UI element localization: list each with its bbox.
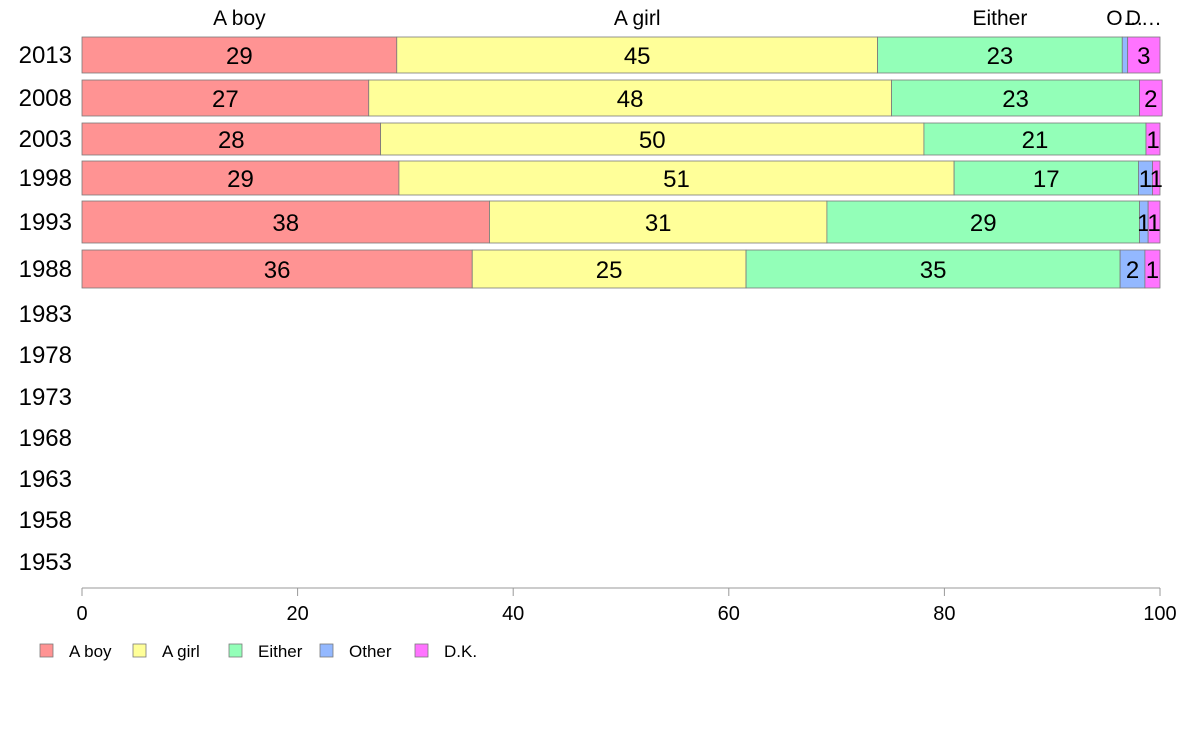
data-label: 29 xyxy=(226,43,253,70)
bar-segment xyxy=(923,122,1147,156)
column-headers: A boy A girl Either O…D… xyxy=(213,7,1162,30)
legend-swatch xyxy=(132,643,147,658)
year-label: 1983 xyxy=(19,301,72,328)
data-label: 1 xyxy=(1147,210,1160,237)
bar-segment xyxy=(380,122,925,156)
data-label: 51 xyxy=(663,166,690,193)
bar-segment xyxy=(891,79,1140,117)
year-label: 1978 xyxy=(19,342,72,369)
bar-segment xyxy=(826,200,1140,244)
year-label: 1953 xyxy=(19,549,72,576)
data-label: 35 xyxy=(920,257,947,284)
bar-segment xyxy=(1147,200,1161,244)
bar-segment xyxy=(81,160,400,196)
year-labels: 2013 2008 2003 1998 1993 1988 1983 1978 1973 1968… xyxy=(19,42,72,576)
x-tick-label: 20 xyxy=(286,603,308,625)
bar-segment xyxy=(471,249,747,289)
column-header: A girl xyxy=(614,7,661,30)
bar-segment xyxy=(396,36,878,74)
year-label: 1998 xyxy=(19,165,72,192)
year-label: 1973 xyxy=(19,384,72,411)
bar-segment xyxy=(1119,249,1146,289)
bar-segment xyxy=(81,79,370,117)
bar-segment xyxy=(953,160,1139,196)
year-label: 1968 xyxy=(19,425,72,452)
data-label: 1 xyxy=(1146,127,1159,154)
legend-swatch xyxy=(414,643,429,658)
data-label: 36 xyxy=(264,257,291,284)
legend-swatch xyxy=(228,643,243,658)
x-tick-label: 0 xyxy=(76,603,87,625)
x-tick-label: 80 xyxy=(933,603,955,625)
legend-swatch xyxy=(319,643,334,658)
year-label: 1958 xyxy=(19,507,72,534)
x-axis: 0 20 40 60 80 100 xyxy=(76,587,1177,625)
data-label: 27 xyxy=(212,86,239,113)
x-tick-label: 60 xyxy=(718,603,740,625)
bar-segment xyxy=(1127,36,1161,74)
data-label: 28 xyxy=(218,127,245,154)
legend-swatch xyxy=(39,643,54,658)
data-label: 45 xyxy=(624,43,651,70)
legend-label: A girl xyxy=(162,642,200,661)
column-header: Either xyxy=(972,7,1027,30)
data-label: 50 xyxy=(639,127,666,154)
data-label: 25 xyxy=(596,257,623,284)
year-label: 2008 xyxy=(19,85,72,112)
data-label: 1 xyxy=(1150,166,1163,193)
x-tick-label: 40 xyxy=(502,603,524,625)
year-label: 1993 xyxy=(19,209,72,236)
bar-segment xyxy=(398,160,955,196)
data-label: 1 xyxy=(1137,210,1150,237)
data-label: 29 xyxy=(970,210,997,237)
data-label: 48 xyxy=(617,86,644,113)
data-label: 17 xyxy=(1033,166,1060,193)
legend: A boy A girl Either Other D.K. xyxy=(39,642,477,661)
bar-segment xyxy=(1145,122,1161,156)
data-label: 23 xyxy=(1002,86,1029,113)
x-tick-label: 100 xyxy=(1143,603,1176,625)
data-label: 31 xyxy=(645,210,672,237)
bar-segment xyxy=(1152,160,1161,196)
legend-label: D.K. xyxy=(444,642,477,661)
bar-segment xyxy=(489,200,828,244)
column-header: A boy xyxy=(213,7,266,30)
data-label: 38 xyxy=(272,210,299,237)
bar-segment xyxy=(1144,249,1161,289)
year-label: 1963 xyxy=(19,466,72,493)
bar-segment xyxy=(81,200,490,244)
year-label: 2003 xyxy=(19,126,72,153)
data-label: 3 xyxy=(1137,43,1150,70)
year-label: 1988 xyxy=(19,256,72,283)
year-label: 2013 xyxy=(19,42,72,69)
data-label: 2 xyxy=(1126,257,1139,284)
data-label: 21 xyxy=(1022,127,1049,154)
legend-label: A boy xyxy=(69,642,112,661)
bar-segment xyxy=(1139,79,1163,117)
data-label: 2 xyxy=(1144,86,1157,113)
bar-segment xyxy=(81,122,382,156)
data-label: 29 xyxy=(227,166,254,193)
data-label: 1 xyxy=(1139,166,1152,193)
bar-segment xyxy=(368,79,892,117)
column-header: O… xyxy=(1106,7,1143,30)
column-header: D… xyxy=(1126,7,1162,30)
legend-label: Other xyxy=(349,642,392,661)
legend-label: Either xyxy=(258,642,303,661)
data-label: 23 xyxy=(987,43,1014,70)
data-label: 1 xyxy=(1146,257,1159,284)
bar-segment xyxy=(1121,36,1129,74)
